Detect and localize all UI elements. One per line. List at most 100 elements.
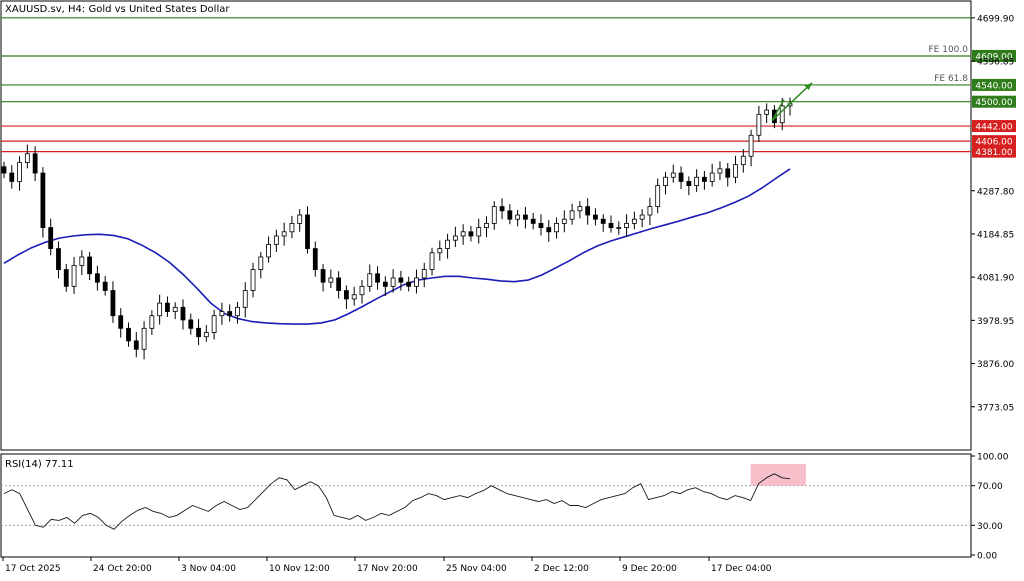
rsi-label: RSI(14) 77.11 [5,459,74,470]
level-tag-3 [972,95,1016,108]
time-axis: 17 Oct 2025 24 Oct 20:00 3 Nov 04:00 10 Nov… [2,557,772,574]
candle-body [219,311,225,317]
level-tag-label-5: 4406.00 [975,138,1012,148]
candle-body [250,269,256,291]
level-tag-5 [972,135,1016,148]
candle-body [538,223,544,228]
candle-body [110,290,116,317]
candle-body [554,223,559,233]
level-tag-2 [972,78,1016,91]
time-tick-label-5: 25 Nov 04:00 [446,564,507,574]
candle-body [600,218,606,224]
candle-body [748,134,754,157]
rsi-tick-label-1: 70.00 [977,482,1003,492]
rsi-plot-frame [0,453,972,558]
candle-body [40,172,46,228]
level-tag-label-4: 4442.00 [975,123,1012,133]
candle-body [382,281,388,287]
candle-body [717,168,723,174]
time-tick-label-0: 17 Oct 2025 [5,564,61,574]
candle-body [686,181,692,187]
candle-body [452,235,458,241]
level-tag-4 [972,120,1016,133]
candle-body [149,315,155,329]
time-tick-label-4: 17 Nov 20:00 [357,564,418,574]
rsi-tick-label-0: 100.00 [977,453,1009,463]
candle-body [141,327,147,350]
candle-body [694,176,700,187]
moving-average-layer [3,168,791,325]
rsi-tick-label-2: 30.00 [977,522,1003,532]
candle-body [344,290,349,300]
level-tag-1 [972,49,1016,62]
time-tick-label-6: 2 Dec 12:00 [534,564,589,574]
candle-body [359,285,365,296]
candle-body [608,223,614,228]
price-tick-label-7: 3773.05 [977,403,1014,413]
rsi-line [3,473,791,530]
projection-leg-1 [771,99,785,121]
candle-body [94,273,100,283]
candle-body [523,214,528,220]
chart-title: XAUUSD.sv, H4: Gold vs United States Dol… [5,4,230,15]
candle-body [593,214,598,220]
candle-body [460,231,466,237]
candle-body [390,277,396,287]
candle-body [336,277,342,291]
candle-body [476,227,482,237]
time-tick-label-8: 17 Dec 04:00 [711,564,772,574]
candle-body [507,210,513,220]
candle-body [281,231,287,237]
candle-body [756,113,762,136]
candle-body [515,214,521,220]
candle-body [398,277,404,283]
candle-body [48,227,54,249]
candle-body [367,273,373,287]
candle-body [1,166,7,174]
level-tag-label-6: 4381.00 [975,148,1012,158]
candle-body [561,218,567,224]
level-annotation-2: FE 61.8 [934,74,968,84]
level-tag-label-3: 4500.00 [975,98,1012,108]
candle-body [118,315,124,329]
candle-body [196,327,201,338]
projection-leg-2 [771,82,813,122]
candle-body [17,162,22,182]
level-tag-6 [972,145,1016,158]
candle-body [577,206,583,212]
candle-body [87,256,93,275]
price-axis: 4699.90 4596.85 4287.80 4184.85 4081.90 3978.… [971,14,1014,413]
candle-body [258,256,264,270]
rsi-layer: 100.00 70.00 30.00 0.00 [1,453,1009,562]
time-tick-label-1: 24 Oct 20:00 [93,564,152,574]
candle-body [102,281,108,291]
price-tick-label-5: 3978.95 [977,317,1014,327]
candle-body [670,172,676,178]
candle-body [297,214,303,224]
candle-body [79,256,85,266]
candle-body [266,243,271,258]
candle-body [351,294,357,300]
candle-body [235,306,240,317]
candle-body [530,218,536,224]
candle-body [499,206,505,212]
candle-body [165,302,170,312]
candle-body [56,248,61,270]
candle-body [71,264,77,287]
candle-body [663,176,668,187]
candle-body [133,340,139,350]
candle-body [242,290,248,308]
candle-body [188,319,194,329]
key-levels-layer: FE 100.0 4609.00 FE 61.8 4540.00 4500.00 4442… [1,17,1016,158]
candle-body [63,269,69,287]
candle-body [273,235,279,245]
candle-body [157,302,163,317]
candle-body [740,155,746,166]
level-tag-label-2: 4540.00 [975,81,1012,91]
candle-body [631,218,637,224]
candle-body [725,168,731,178]
level-annotation-1: FE 100.0 [929,45,969,55]
candle-body [655,185,661,208]
